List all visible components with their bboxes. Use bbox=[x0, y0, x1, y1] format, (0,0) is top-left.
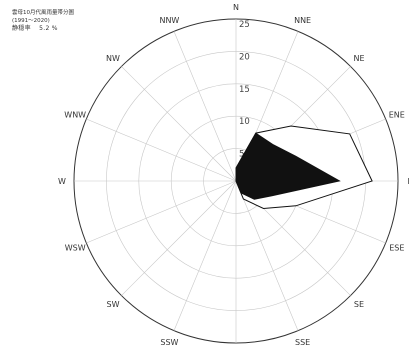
calm-rate: 静穏率 5.2 % bbox=[12, 25, 74, 33]
radial-tick-label: 15 bbox=[239, 85, 250, 95]
radial-tick-label: 10 bbox=[239, 117, 250, 127]
calm-value: 5.2 % bbox=[39, 25, 58, 32]
direction-label-w: W bbox=[58, 177, 66, 186]
direction-label-wnw: WNW bbox=[64, 110, 86, 119]
radial-tick-label: 20 bbox=[239, 52, 250, 62]
direction-label-nnw: NNW bbox=[159, 16, 179, 25]
direction-label-nw: NW bbox=[106, 54, 120, 63]
grid-spoke bbox=[173, 180, 237, 331]
direction-label-ssw: SSW bbox=[160, 338, 178, 347]
direction-label-nne: NNE bbox=[294, 16, 311, 25]
grid-spoke bbox=[121, 180, 237, 296]
direction-label-ese: ESE bbox=[389, 244, 404, 253]
direction-label-ne: NE bbox=[353, 54, 364, 63]
direction-label-sse: SSE bbox=[295, 338, 310, 347]
grid-spoke bbox=[173, 31, 237, 182]
direction-label-n: N bbox=[233, 3, 239, 12]
grid-spoke bbox=[121, 66, 237, 182]
direction-label-e: E bbox=[407, 177, 409, 186]
radial-tick-label: 5 bbox=[239, 150, 244, 160]
direction-label-sw: SW bbox=[107, 300, 120, 309]
series-area-2 bbox=[235, 132, 341, 200]
chart-title-block: 雲母10月代風雨量帯分圖 (1991～2020) 静穏率 5.2 % bbox=[12, 9, 74, 33]
direction-label-ene: ENE bbox=[389, 110, 405, 119]
grid-spoke bbox=[235, 180, 299, 331]
direction-label-wsw: WSW bbox=[65, 244, 86, 253]
grid-spoke bbox=[86, 180, 237, 244]
grid-spoke bbox=[86, 118, 237, 182]
chart-title: 雲母10月代風雨量帯分圖 bbox=[12, 10, 74, 16]
direction-label-se: SE bbox=[354, 300, 364, 309]
radial-tick-label: 25 bbox=[239, 20, 250, 30]
chart-subtitle: (1991～2020) bbox=[12, 18, 50, 24]
calm-label: 静穏率 bbox=[12, 25, 31, 32]
